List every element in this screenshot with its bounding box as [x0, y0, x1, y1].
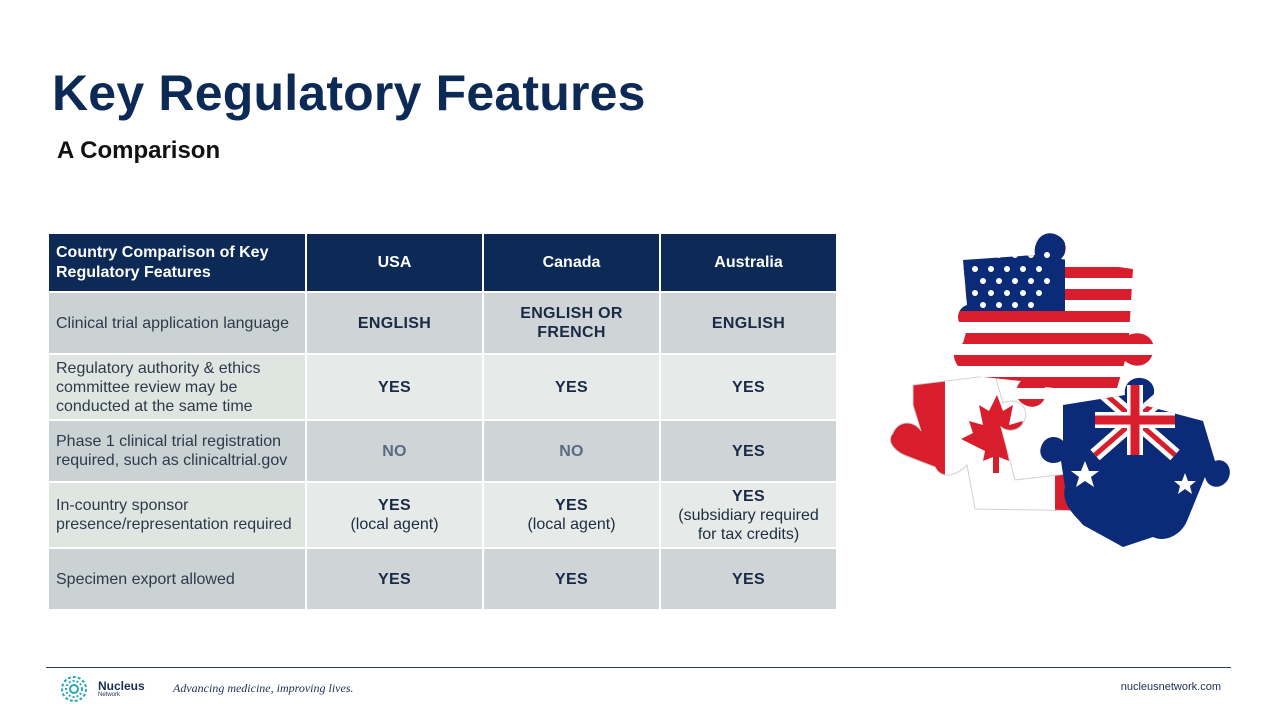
comparison-table: Country Comparison of Key Regulatory Fea… [47, 232, 838, 611]
australia-flag-piece [1040, 377, 1230, 547]
cell-australia: ENGLISH [661, 293, 836, 353]
footer-divider [46, 667, 1231, 668]
cell-canada: YES [484, 549, 659, 609]
cell-note: (local agent) [350, 516, 439, 533]
header-country-australia: Australia [661, 234, 836, 291]
footer-url: nucleusnetwork.com [1120, 681, 1221, 693]
puzzle-flags-image [889, 233, 1230, 547]
row-label: Specimen export allowed [49, 549, 305, 609]
cell-note: (subsidiary required for tax credits) [678, 506, 819, 543]
cell-value: YES [732, 570, 765, 588]
table-row: Specimen export allowed YES YES YES [49, 549, 836, 609]
table-row: In-country sponsor presence/representati… [49, 483, 836, 547]
logo-subtext: Network [98, 692, 121, 698]
cell-usa: NO [307, 421, 482, 481]
nucleus-logo-icon [61, 676, 87, 702]
cell-value: YES [732, 442, 765, 460]
cell-note: (local agent) [527, 516, 616, 533]
cell-value: YES [378, 570, 411, 588]
cell-canada: NO [484, 421, 659, 481]
row-label: Clinical trial application language [49, 293, 305, 353]
table-row: Clinical trial application language ENGL… [49, 293, 836, 353]
cell-australia: YES (subsidiary required for tax credits… [661, 483, 836, 547]
cell-australia: YES [661, 549, 836, 609]
cell-value: ENGLISH [357, 314, 432, 332]
header-country-usa: USA [307, 234, 482, 291]
cell-value: ENGLISH [711, 314, 786, 332]
row-label: Phase 1 clinical trial registration requ… [49, 421, 305, 481]
cell-value: ENGLISH OR FRENCH [520, 305, 623, 341]
row-label: In-country sponsor presence/representati… [49, 483, 305, 547]
cell-value: YES [732, 378, 765, 396]
cell-australia: YES [661, 355, 836, 419]
cell-value: YES [555, 378, 588, 396]
cell-value: YES [555, 497, 588, 514]
cell-value: YES [378, 497, 411, 514]
cell-usa: YES (local agent) [307, 483, 482, 547]
header-label: Country Comparison of Key Regulatory Fea… [49, 234, 305, 291]
cell-value: NO [559, 442, 584, 460]
cell-canada: YES (local agent) [484, 483, 659, 547]
table-header-row: Country Comparison of Key Regulatory Fea… [49, 234, 836, 291]
footer-tagline: Advancing medicine, improving lives. [173, 681, 354, 695]
cell-usa: YES [307, 549, 482, 609]
row-label: Regulatory authority & ethics committee … [49, 355, 305, 419]
cell-value: YES [378, 378, 411, 396]
table-row: Regulatory authority & ethics committee … [49, 355, 836, 419]
cell-value: NO [382, 442, 407, 460]
cell-canada: ENGLISH OR FRENCH [484, 293, 659, 353]
cell-australia: YES [661, 421, 836, 481]
cell-usa: YES [307, 355, 482, 419]
slide-subtitle: A Comparison [57, 137, 221, 164]
cell-canada: YES [484, 355, 659, 419]
slide-title: Key Regulatory Features [52, 65, 646, 121]
logo-wordmark: Nucleus [98, 679, 145, 693]
table-row: Phase 1 clinical trial registration requ… [49, 421, 836, 481]
cell-value: YES [555, 570, 588, 588]
cell-usa: ENGLISH [307, 293, 482, 353]
header-country-canada: Canada [484, 234, 659, 291]
cell-value: YES [732, 487, 765, 505]
